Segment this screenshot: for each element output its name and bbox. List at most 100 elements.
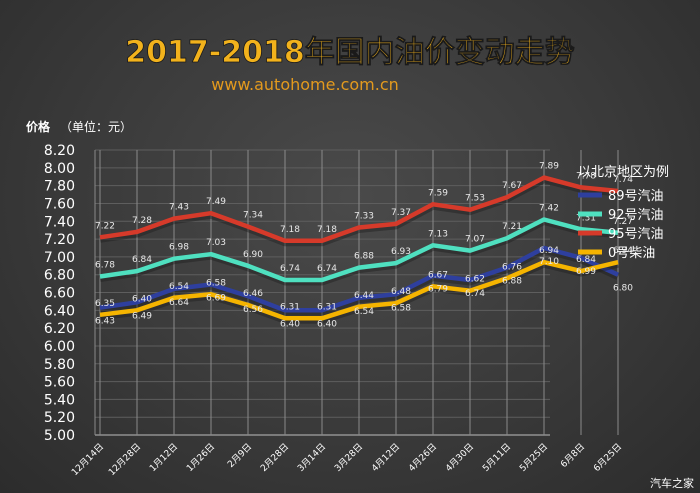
y-tick-label: 6.40 bbox=[44, 303, 75, 319]
x-tick-label: 5月11日 bbox=[480, 441, 513, 474]
series-line bbox=[99, 175, 619, 244]
legend-entry: 92号汽油 bbox=[608, 208, 664, 223]
data-label: 7.18 bbox=[317, 225, 337, 235]
data-label: 7.74 bbox=[613, 175, 633, 185]
x-tick-label: 1月26日 bbox=[184, 441, 217, 474]
data-label: 6.74 bbox=[465, 289, 485, 299]
data-label: 6.40 bbox=[132, 294, 152, 304]
y-axis-label: 价格 bbox=[26, 119, 51, 134]
data-label: 6.94 bbox=[539, 246, 559, 256]
watermark: 汽车之家 bbox=[650, 476, 694, 490]
data-label: 6.43 bbox=[95, 317, 115, 327]
data-label: 7.18 bbox=[280, 225, 300, 235]
x-tick-label: 5月25日 bbox=[517, 441, 550, 474]
data-label: 6.40 bbox=[317, 319, 337, 329]
y-tick-label: 6.00 bbox=[44, 339, 75, 355]
x-tick-label: 3月28日 bbox=[332, 441, 365, 474]
legend-entry: 95号汽油 bbox=[608, 227, 664, 242]
data-label: 6.35 bbox=[95, 299, 115, 309]
data-label: 7.49 bbox=[206, 197, 226, 207]
data-label: 7.22 bbox=[95, 221, 115, 231]
data-label: 6.84 bbox=[576, 255, 596, 265]
data-label: 6.74 bbox=[280, 264, 300, 274]
data-label: 7.28 bbox=[132, 216, 152, 226]
data-label: 6.48 bbox=[391, 287, 411, 297]
data-label: 6.67 bbox=[428, 270, 448, 280]
y-tick-label: 6.20 bbox=[44, 321, 75, 337]
y-tick-label: 7.60 bbox=[44, 196, 75, 212]
data-label: 7.43 bbox=[169, 203, 189, 213]
x-tick-label: 4月12日 bbox=[369, 441, 402, 474]
data-label: 6.40 bbox=[280, 319, 300, 329]
data-label: 6.54 bbox=[169, 282, 189, 292]
data-label: 7.21 bbox=[502, 222, 522, 232]
data-label: 7.42 bbox=[539, 203, 559, 213]
y-axis-unit: （单位：元） bbox=[60, 119, 132, 134]
x-tick-label: 6月8日 bbox=[559, 441, 588, 470]
data-label: 6.69 bbox=[206, 293, 226, 303]
series-line bbox=[99, 245, 619, 313]
y-tick-label: 7.00 bbox=[44, 250, 75, 266]
y-tick-label: 8.20 bbox=[44, 143, 75, 159]
data-label: 7.10 bbox=[539, 257, 559, 267]
data-label: 7.67 bbox=[502, 181, 522, 191]
series-lines bbox=[99, 175, 620, 324]
x-tick-label: 1月12日 bbox=[147, 441, 180, 474]
data-label: 6.62 bbox=[465, 275, 485, 285]
y-tick-label: 5.20 bbox=[44, 410, 75, 426]
data-label: 7.31 bbox=[576, 213, 596, 223]
data-label: 6.79 bbox=[428, 285, 448, 295]
data-label: 7.53 bbox=[465, 194, 485, 204]
data-label: 7.03 bbox=[206, 238, 226, 248]
data-label: 6.93 bbox=[391, 247, 411, 257]
legend-title: 以北京地区为例 bbox=[578, 165, 669, 180]
legend-entry: 89号汽油 bbox=[608, 189, 664, 204]
grid bbox=[94, 149, 619, 436]
x-tick-label: 2月28日 bbox=[258, 441, 291, 474]
data-label: 6.46 bbox=[243, 289, 263, 299]
data-label: 7.34 bbox=[243, 211, 263, 221]
data-label: 6.58 bbox=[391, 303, 411, 313]
legend-entry: 0号柴油 bbox=[608, 246, 655, 261]
data-label: 6.98 bbox=[169, 243, 189, 253]
data-label: 6.99 bbox=[576, 267, 596, 277]
data-label: 7.13 bbox=[428, 229, 448, 239]
x-tick-label: 2月9日 bbox=[226, 441, 255, 470]
series-line bbox=[99, 259, 619, 321]
y-tick-label: 5.60 bbox=[44, 375, 75, 391]
y-tick-label: 6.80 bbox=[44, 268, 75, 284]
x-tick-label: 4月30日 bbox=[443, 441, 476, 474]
x-tick-label: 4月26日 bbox=[406, 441, 439, 474]
data-label: 6.56 bbox=[243, 305, 263, 315]
x-tick-label: 12月28日 bbox=[106, 441, 143, 478]
data-label: 7.27 bbox=[613, 217, 633, 227]
data-label: 6.44 bbox=[354, 291, 374, 301]
data-labels: 6.43 6.49 6.64 6.69 6.56 6.40 6.40 6.54 6.58 6.79… bbox=[95, 162, 633, 330]
data-label: 6.31 bbox=[280, 302, 300, 312]
data-label: 7.37 bbox=[391, 208, 411, 218]
data-label: 6.49 bbox=[132, 311, 152, 321]
data-label: 6.84 bbox=[132, 255, 152, 265]
data-label: 7.59 bbox=[428, 188, 448, 198]
y-tick-label: 7.40 bbox=[44, 214, 75, 230]
chart-subtitle: www.autohome.com.cn bbox=[211, 75, 399, 94]
data-label: 7.78 bbox=[576, 171, 596, 181]
data-label: 6.94 bbox=[613, 246, 633, 256]
y-tick-label: 7.20 bbox=[44, 232, 75, 248]
y-tick-label: 5.00 bbox=[44, 428, 75, 444]
data-label: 7.89 bbox=[539, 162, 559, 172]
y-tick-label: 8.00 bbox=[44, 161, 75, 177]
data-label: 6.90 bbox=[243, 250, 263, 260]
data-label: 6.88 bbox=[354, 252, 374, 262]
data-label: 6.88 bbox=[502, 277, 522, 287]
data-label: 6.31 bbox=[317, 302, 337, 312]
series-line bbox=[99, 217, 619, 283]
data-label: 6.54 bbox=[354, 307, 374, 317]
y-tick-label: 7.80 bbox=[44, 179, 75, 195]
x-axis-ticks: 12月14日 12月28日 1月12日 1月26日 2月9日 2月28日 3月14日 3月28… bbox=[69, 441, 624, 478]
y-axis-ticks: 5.00 5.20 5.405.60 5.80 6.00 6.20 6.406.60 6.80… bbox=[44, 143, 75, 444]
x-tick-label: 3月14日 bbox=[295, 441, 328, 474]
data-label: 7.07 bbox=[465, 235, 485, 245]
data-label: 6.78 bbox=[95, 260, 115, 270]
